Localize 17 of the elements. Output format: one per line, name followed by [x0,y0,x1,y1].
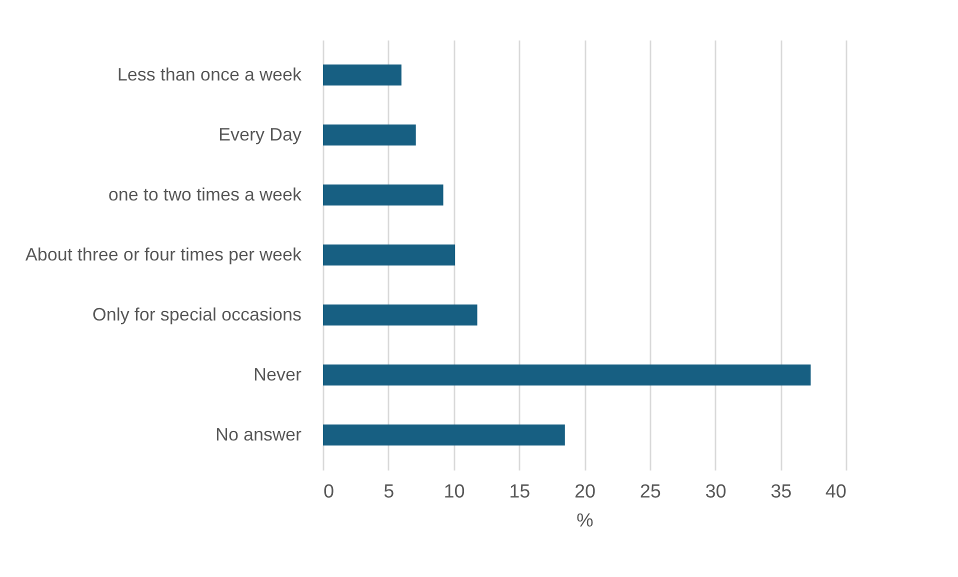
y-tick-label: About three or four times per week [25,244,302,264]
y-tick-label: Never [253,364,302,384]
x-tick-label: 35 [770,482,792,502]
y-tick-label: Less than once a week [117,64,302,84]
y-tick-label: Every Day [218,124,302,144]
x-tick-label: 15 [509,482,530,502]
x-tick-label: 25 [640,482,661,502]
y-tick-label: one to two times a week [108,184,302,204]
x-axis-title: % [576,510,594,532]
x-tick-label: 0 [324,482,334,502]
x-tick-label: 30 [705,482,726,502]
x-tick-label: 40 [825,482,846,502]
x-tick-label: 5 [384,482,394,502]
y-tick-label: No answer [215,424,302,444]
y-tick-label: Only for special occasions [92,304,302,324]
x-tick-label: 10 [444,482,465,502]
x-tick-label: 20 [574,482,596,502]
